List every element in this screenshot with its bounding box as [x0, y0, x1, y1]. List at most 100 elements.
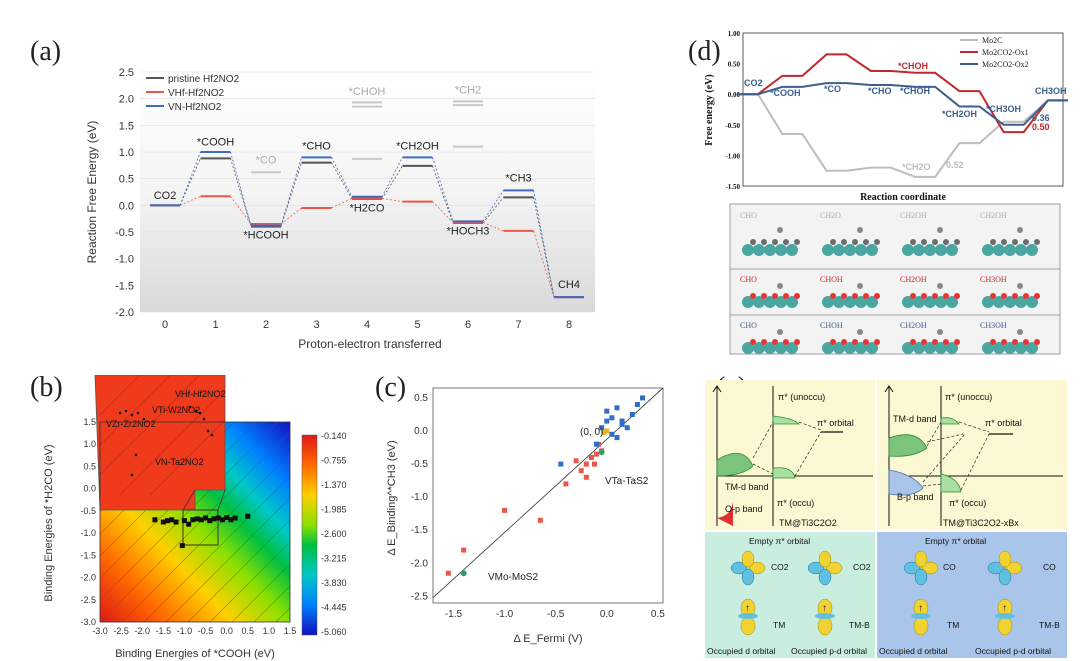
atom-mo	[764, 296, 776, 308]
y-tick-label: 1.5	[119, 120, 134, 132]
electron-arrow: ↑	[745, 603, 750, 614]
atom-mo	[902, 296, 914, 308]
panel-d-label: (d)	[688, 36, 721, 67]
label-cooh: *COOH	[770, 88, 801, 98]
atom	[852, 339, 858, 345]
y-tick-label: -1.0	[80, 528, 96, 538]
x-tick-label: 3	[313, 319, 319, 331]
inset-point	[118, 411, 122, 415]
panel-d-chart: 1.00 0.50 0.00 -0.50 -1.00 -1.50 Mo2C Mo2CO2-…	[704, 30, 1068, 355]
species-label: *H2CO	[350, 203, 385, 215]
structure-label: CH3OH	[980, 321, 1007, 330]
atom-mo	[786, 342, 798, 354]
series-Mo2C	[738, 93, 1068, 178]
pi-unoccu-right	[940, 417, 960, 425]
atom-mo	[866, 342, 878, 354]
y-axis-label: Binding Energies of *H2CO (eV)	[43, 444, 55, 601]
atom	[830, 339, 836, 345]
connector-pristine	[381, 165, 403, 200]
point-red	[583, 461, 589, 467]
data-point	[215, 515, 221, 521]
point-blue	[619, 418, 625, 424]
y-tick-label: 0.0	[119, 200, 134, 212]
atom	[1001, 293, 1007, 299]
atom	[921, 293, 927, 299]
species-label: *HCOOH	[243, 229, 288, 241]
data-point	[179, 543, 185, 549]
colorbar-label: -5.060	[321, 627, 347, 637]
structures-grid: CHO CH2O CH2OH CH2OH CHO CHOH CH2OH CH3OH CHO CHO…	[729, 203, 1061, 355]
y-tick-label: -2.0	[80, 573, 96, 583]
atom	[954, 239, 960, 245]
atom	[954, 293, 960, 299]
data-point	[245, 513, 251, 519]
data-point	[232, 515, 238, 521]
atom	[761, 239, 767, 245]
atom-mo	[946, 296, 958, 308]
colorbar-label: -4.445	[321, 603, 347, 613]
label-ch2o: *CH2O	[902, 162, 931, 172]
atom-mo	[913, 296, 925, 308]
atom-mo	[855, 244, 867, 256]
label-tm-d-right: TM-d band	[893, 414, 937, 424]
atom-c	[777, 329, 783, 335]
point-red	[445, 570, 451, 576]
point-blue	[614, 435, 620, 441]
colorbar-label: -1.370	[321, 480, 347, 490]
y-tick-label: -2.5	[411, 591, 429, 602]
x-tick-label: 2	[263, 319, 269, 331]
connector-VHf	[432, 201, 454, 223]
atom-mo	[982, 244, 994, 256]
co-label-1: CO	[943, 562, 956, 572]
orbital-lobe	[903, 561, 921, 575]
atom-mo	[822, 342, 834, 354]
point-red	[537, 517, 543, 523]
plot-frame	[432, 387, 664, 604]
x-axis-label: Reaction coordinate	[860, 192, 946, 203]
atom	[772, 239, 778, 245]
point-blue	[604, 408, 610, 414]
x-tick-label: 6	[465, 319, 471, 331]
y-tick-label: -1.0	[115, 254, 134, 266]
atom	[943, 339, 949, 345]
data-point	[160, 519, 166, 525]
contour-line	[143, 475, 290, 622]
legend-vn: VN-Hf2NO2	[168, 102, 222, 113]
point-blue	[629, 411, 635, 417]
connector-pristine	[331, 162, 353, 200]
colorbar	[301, 434, 318, 636]
point-blue	[599, 425, 605, 431]
atom-mo	[844, 296, 856, 308]
atom-mo	[946, 244, 958, 256]
data-point	[207, 518, 213, 524]
x-tick-label: -0.5	[547, 609, 565, 620]
colorbar-label: -0.140	[321, 431, 347, 441]
atom-mo	[742, 244, 754, 256]
x-tick-label: 1.5	[284, 626, 297, 636]
label-tm-d-left: TM-d band	[725, 482, 769, 492]
data-point	[190, 517, 196, 523]
atom	[932, 339, 938, 345]
pi-occu-right	[940, 473, 962, 493]
occ-pd-left: Occupied p-d orbital	[791, 646, 867, 656]
atom-mo	[913, 342, 925, 354]
atom-mo	[1026, 296, 1038, 308]
legend-vhf: VHf-Hf2NO2	[168, 88, 225, 99]
species-label-faded: *CH2	[455, 84, 481, 96]
atom-c	[777, 227, 783, 233]
structure-label: CH2O	[820, 211, 841, 220]
atom	[1001, 239, 1007, 245]
plot-frame	[742, 32, 1064, 187]
y-axis-label: Δ E_Binding^*CH3 (eV)	[386, 440, 398, 555]
y-tick-label: 0.0	[414, 426, 428, 437]
connector-VHf	[381, 198, 403, 202]
structure-label: CH2OH	[900, 275, 927, 284]
data-point	[181, 518, 187, 524]
atom-mo	[775, 296, 787, 308]
atom-mo	[833, 244, 845, 256]
atom	[841, 339, 847, 345]
atom-mo	[1026, 342, 1038, 354]
plot-background	[140, 72, 595, 312]
atom	[910, 339, 916, 345]
empty-pi-right: Empty π* orbital	[925, 536, 986, 546]
